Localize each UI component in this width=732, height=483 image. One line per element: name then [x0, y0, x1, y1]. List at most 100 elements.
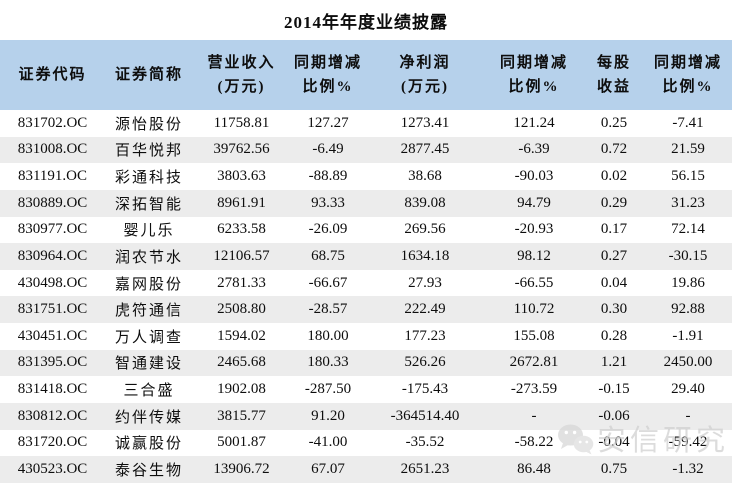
- revenue-cell: 2781.33: [217, 274, 266, 291]
- net-profit-yoy-cell: 2672.81: [509, 354, 559, 371]
- eps-yoy-cell: -30.15: [668, 247, 708, 264]
- column-header: 同期增减 比例%: [499, 55, 568, 95]
- eps-yoy-cell: 21.59: [671, 141, 705, 158]
- revenue-yoy-cell: -6.49: [312, 141, 344, 158]
- revenue-cell: 2508.80: [217, 301, 266, 318]
- revenue-cell: 3803.63: [217, 168, 266, 185]
- net-profit-yoy-cell: -273.59: [510, 381, 558, 398]
- stock-code-cell: 430523.OC: [17, 460, 88, 477]
- net-profit-yoy-cell: -6.39: [518, 141, 550, 158]
- net-profit-yoy-cell: 98.12: [517, 247, 551, 264]
- revenue-yoy-cell: 127.27: [307, 114, 349, 131]
- revenue-yoy-cell: -66.67: [308, 274, 348, 291]
- stock-code-cell: 831395.OC: [17, 354, 88, 371]
- stock-code-cell: 831191.OC: [17, 168, 88, 185]
- eps-yoy-cell: -7.41: [672, 114, 704, 131]
- eps-cell: -0.06: [598, 407, 630, 424]
- stock-name-cell: 嘉网股份: [114, 276, 183, 293]
- net-profit-cell: 269.56: [404, 221, 446, 238]
- revenue-yoy-cell: -26.09: [308, 221, 348, 238]
- column-header: 同期增减 比例%: [293, 55, 362, 95]
- eps-yoy-cell: 31.23: [671, 194, 705, 211]
- eps-yoy-cell: -1.91: [672, 327, 704, 344]
- stock-name-cell: 虎符通信: [114, 303, 183, 320]
- stock-name-cell: 婴儿乐: [123, 223, 175, 240]
- table-row: 430451.OC 万人调查 1594.02 180.00 177.23 155.08 0.…: [0, 323, 732, 350]
- table-row: 830889.OC 深拓智能 8961.91 93.33 839.08 94.79 0.29…: [0, 189, 732, 217]
- eps-yoy-cell: 29.40: [671, 381, 705, 398]
- column-header: 证券简称: [114, 67, 183, 83]
- revenue-cell: 5001.87: [217, 434, 266, 451]
- stock-code-cell: 430498.OC: [17, 274, 88, 291]
- stock-code-cell: 830964.OC: [17, 247, 88, 264]
- stock-code-cell: 831418.OC: [17, 381, 88, 398]
- revenue-cell: 12106.57: [213, 247, 270, 264]
- stock-name-cell: 彩通科技: [114, 170, 183, 187]
- stock-code-cell: 830812.OC: [17, 407, 88, 424]
- column-header: 营业收入 (万元): [207, 55, 276, 95]
- net-profit-cell: 38.68: [408, 168, 442, 185]
- revenue-yoy-cell: 180.00: [307, 327, 349, 344]
- eps-cell: 0.04: [600, 274, 628, 291]
- revenue-yoy-cell: 68.75: [311, 247, 345, 264]
- stock-name-cell: 三合盛: [123, 383, 175, 400]
- revenue-cell: 6233.58: [217, 221, 266, 238]
- stock-name-cell: 深拓智能: [114, 196, 183, 213]
- eps-yoy-cell: 72.14: [671, 221, 705, 238]
- revenue-yoy-cell: 91.20: [311, 407, 345, 424]
- stock-code-cell: 831008.OC: [17, 141, 88, 158]
- table-row: 430498.OC 嘉网股份 2781.33 -66.67 27.93 -66.55 0.0…: [0, 269, 732, 297]
- net-profit-yoy-cell: 155.08: [513, 327, 555, 344]
- net-profit-cell: 2877.45: [400, 141, 450, 158]
- revenue-cell: 39762.56: [213, 141, 270, 158]
- table-row: 830812.OC 约伴传媒 3815.77 91.20 -364514.40 - -0.0…: [0, 402, 732, 430]
- revenue-yoy-cell: -88.89: [308, 168, 348, 185]
- net-profit-yoy-cell: -58.22: [514, 434, 554, 451]
- stock-code-cell: 831702.OC: [17, 114, 88, 131]
- table-header: 证券代码 证券简称 营业收入 (万元) 同期增减 比例% 净利润 (万元) 同期增减 比例% 每股收…: [0, 40, 732, 110]
- stock-name-cell: 源怡股份: [114, 116, 183, 133]
- eps-cell: 0.28: [600, 327, 628, 344]
- net-profit-cell: 1273.41: [400, 114, 450, 131]
- eps-cell: 0.30: [600, 301, 628, 318]
- net-profit-cell: -364514.40: [390, 407, 460, 424]
- net-profit-cell: 526.26: [404, 354, 446, 371]
- revenue-yoy-cell: -41.00: [308, 434, 348, 451]
- eps-cell: -0.15: [598, 381, 630, 398]
- column-header: 每股 收益: [596, 55, 631, 95]
- stock-code-cell: 830889.OC: [17, 194, 88, 211]
- net-profit-yoy-cell: 121.24: [513, 114, 555, 131]
- table-row: 831008.OC 百华悦邦 39762.56 -6.49 2877.45 -6.39 0.…: [0, 136, 732, 164]
- eps-cell: 0.25: [600, 114, 628, 131]
- page-title: 2014年年度业绩披露: [284, 12, 448, 32]
- net-profit-cell: 177.23: [404, 327, 446, 344]
- revenue-cell: 1902.08: [217, 381, 266, 398]
- eps-cell: 0.72: [600, 141, 628, 158]
- stock-name-cell: 泰谷生物: [114, 462, 183, 479]
- stock-code-cell: 831720.OC: [17, 434, 88, 451]
- revenue-yoy-cell: -28.57: [308, 301, 348, 318]
- revenue-yoy-cell: 67.07: [311, 460, 345, 477]
- eps-yoy-cell: 92.88: [671, 301, 705, 318]
- net-profit-yoy-cell: 86.48: [517, 460, 551, 477]
- net-profit-yoy-cell: -66.55: [514, 274, 554, 291]
- eps-cell: 0.02: [600, 168, 628, 185]
- table-row: 831418.OC 三合盛 1902.08 -287.50 -175.43 -273.59…: [0, 376, 732, 403]
- table-row: 830977.OC 婴儿乐 6233.58 -26.09 269.56 -20.93 0.1…: [0, 216, 732, 244]
- net-profit-cell: 1634.18: [400, 247, 450, 264]
- net-profit-cell: 27.93: [408, 274, 442, 291]
- eps-cell: -0.04: [598, 434, 630, 451]
- eps-cell: 1.21: [600, 354, 628, 371]
- net-profit-cell: 2651.23: [400, 460, 450, 477]
- table-row: 831191.OC 彩通科技 3803.63 -88.89 38.68 -90.03 0.0…: [0, 163, 732, 190]
- stock-code-cell: 831751.OC: [17, 301, 88, 318]
- eps-yoy-cell: -59.42: [668, 434, 708, 451]
- revenue-yoy-cell: 180.33: [307, 354, 349, 371]
- stock-name-cell: 百华悦邦: [114, 143, 183, 160]
- table-body: 831702.OC 源怡股份 11758.81 127.27 1273.41 121.24…: [0, 110, 732, 483]
- column-header: 同期增减 比例%: [653, 55, 722, 95]
- revenue-yoy-cell: 93.33: [311, 194, 345, 211]
- table-row: 430523.OC 泰谷生物 13906.72 67.07 2651.23 86.48 0.…: [0, 456, 732, 483]
- revenue-cell: 13906.72: [213, 460, 270, 477]
